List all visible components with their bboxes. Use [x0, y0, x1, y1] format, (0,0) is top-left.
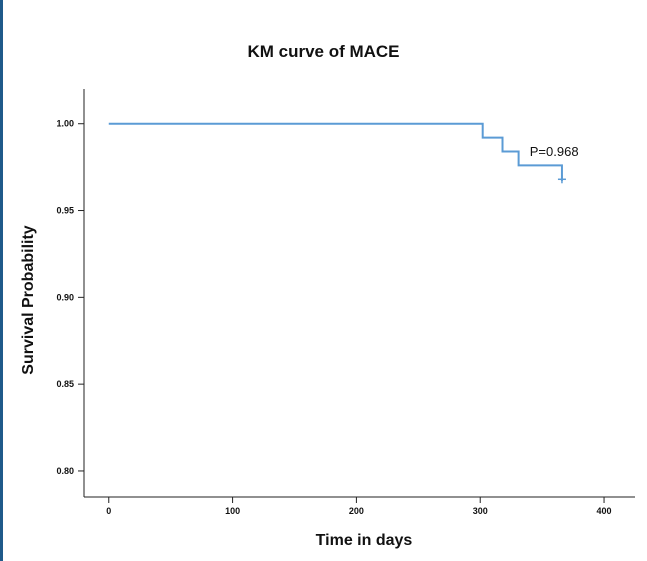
y-tick-label: 1.00: [56, 119, 74, 129]
y-tick-label: 0.95: [56, 206, 74, 216]
series-group: [108, 122, 566, 184]
x-axis-label: Time in days: [316, 532, 413, 549]
axes: [83, 89, 635, 498]
y-axis-label: Survival Probability: [20, 225, 37, 374]
annotations: P=0.968: [530, 144, 579, 159]
x-tick-label: 200: [349, 506, 364, 516]
km-step-line: [108, 122, 563, 182]
x-ticks: 0 100 200 300 400: [106, 497, 612, 516]
y-tick-label: 0.90: [56, 292, 74, 302]
y-ticks: 0.80 0.85 0.90 0.95 1.00: [56, 119, 84, 476]
x-tick-label: 400: [597, 506, 612, 516]
left-edge-strip: [0, 0, 3, 561]
y-tick-label: 0.85: [56, 379, 74, 389]
chart-title: KM curve of MACE: [247, 42, 400, 61]
x-tick-label: 100: [225, 506, 240, 516]
y-tick-label: 0.80: [56, 466, 74, 476]
x-tick-label: 300: [473, 506, 488, 516]
p-value-annotation: P=0.968: [530, 144, 579, 159]
x-tick-label: 0: [106, 506, 111, 516]
